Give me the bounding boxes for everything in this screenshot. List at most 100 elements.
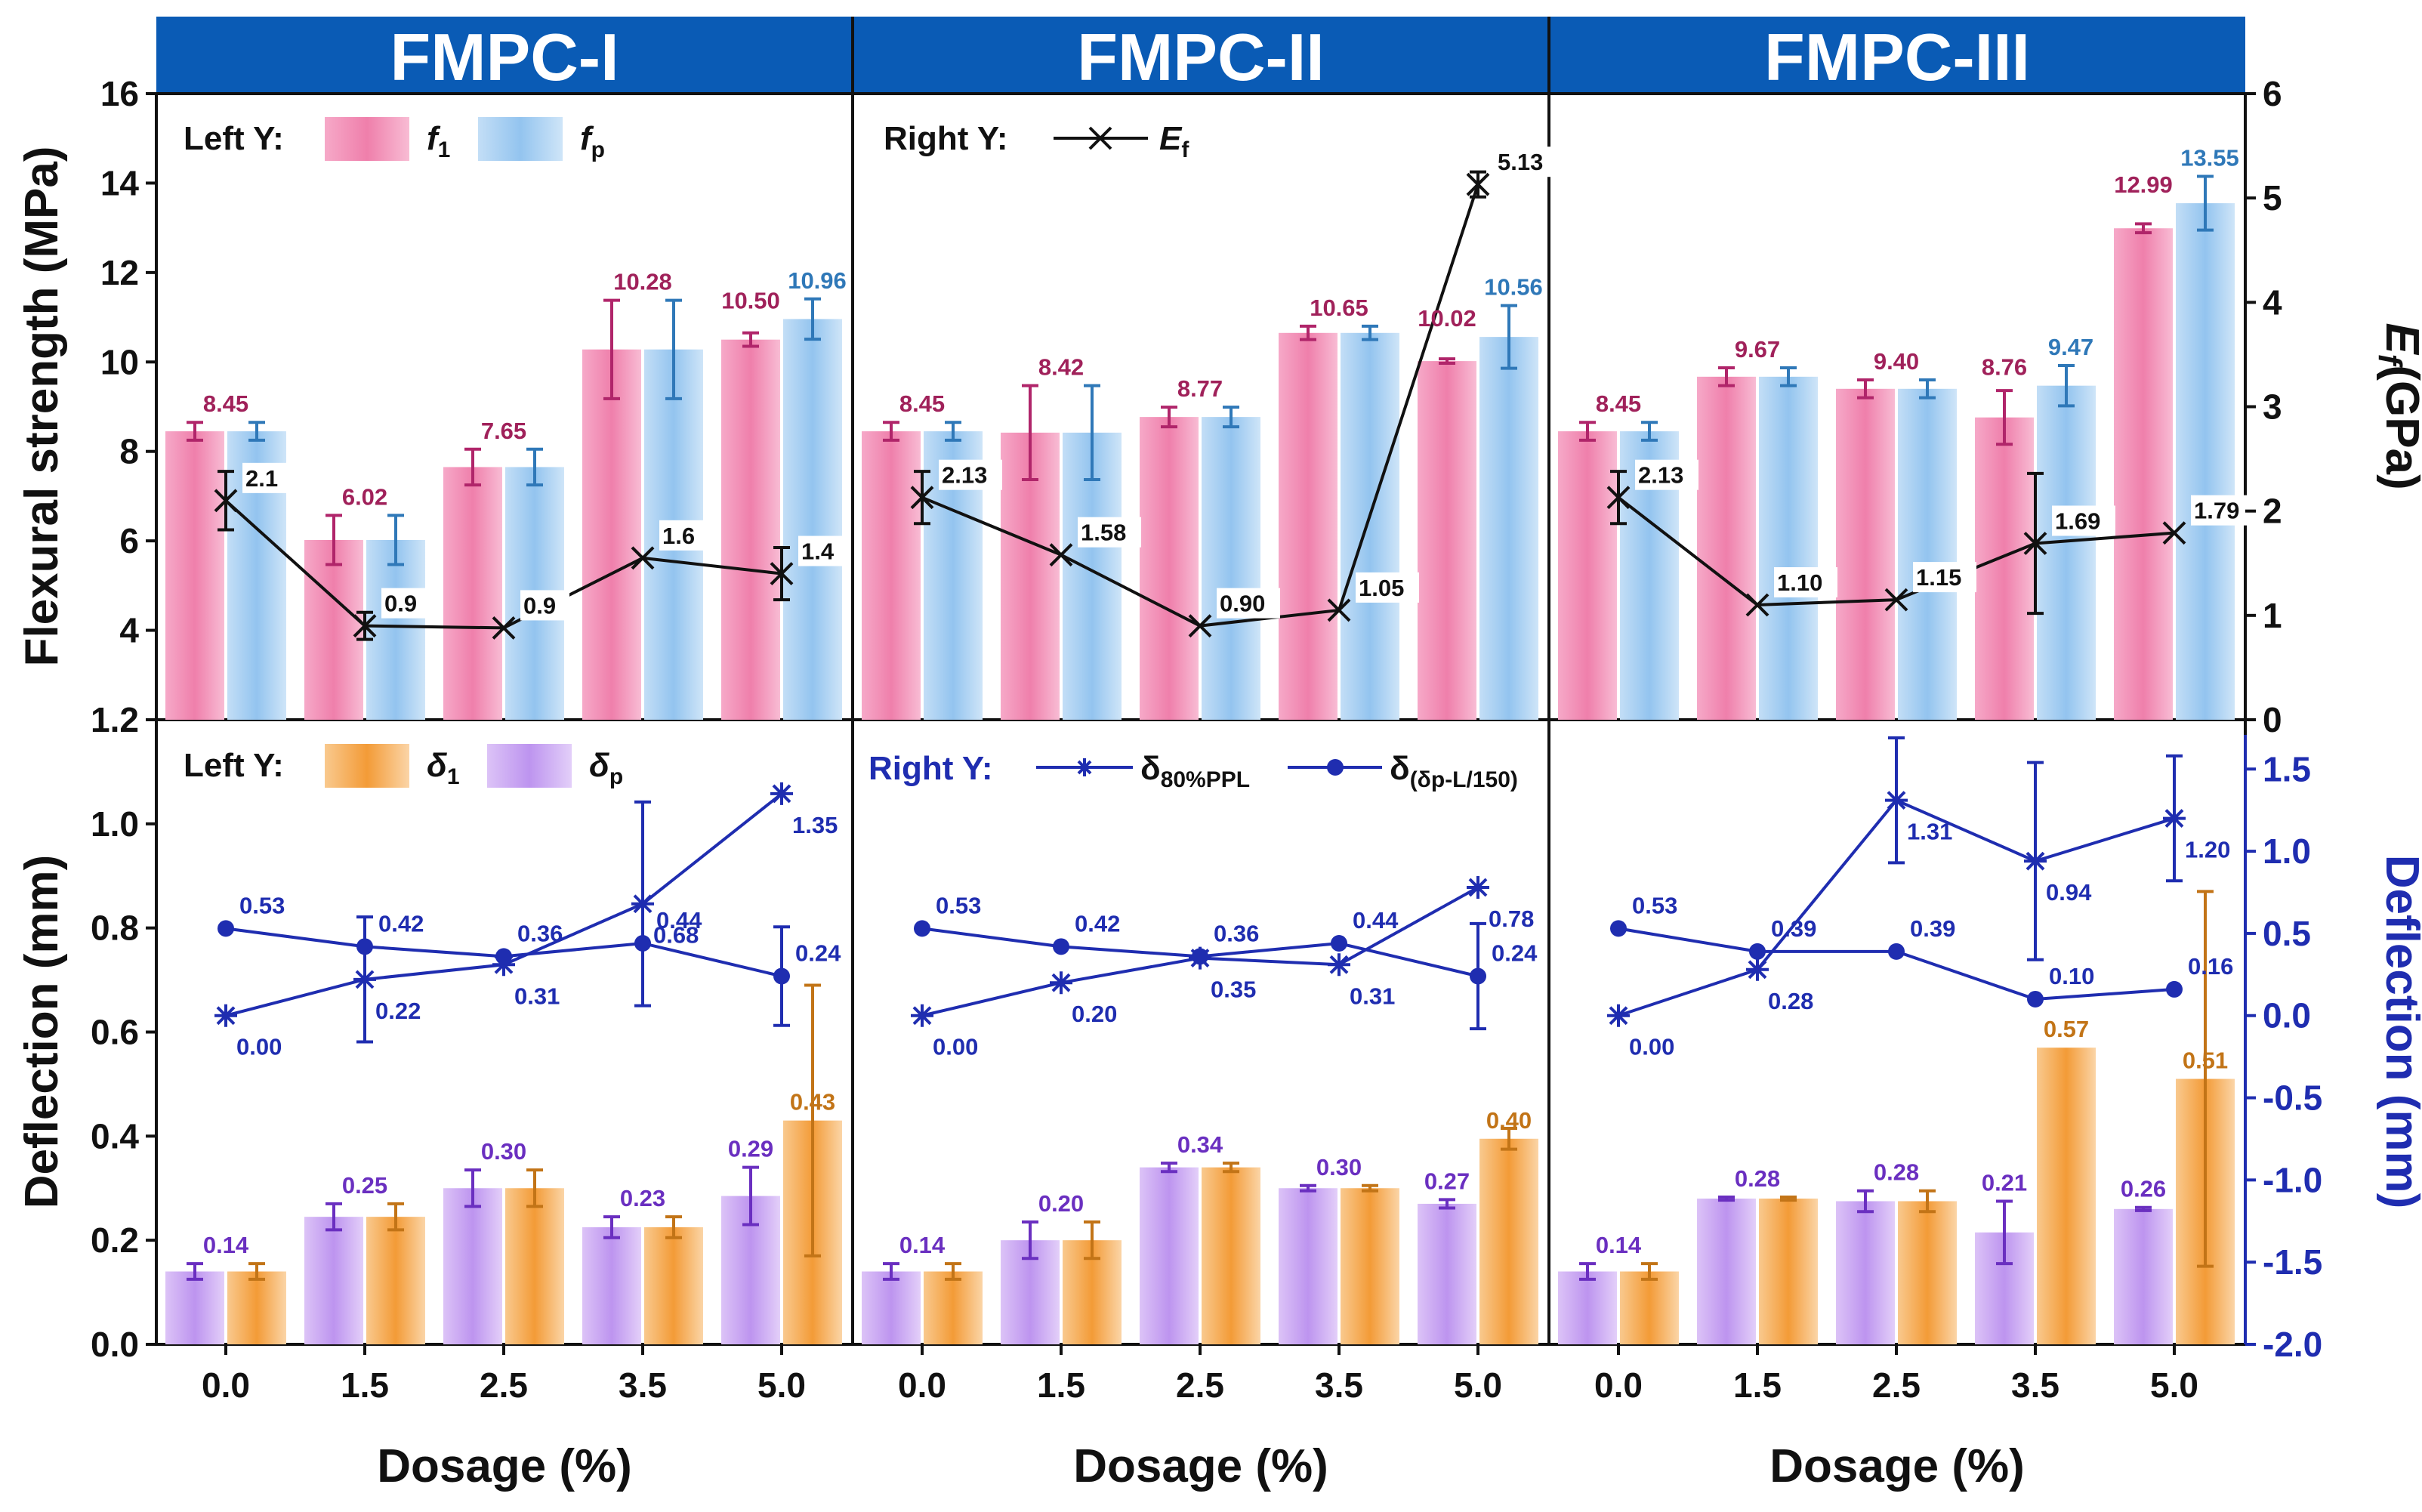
ticklabel-bottom-left-0: 0.0	[91, 1325, 139, 1364]
ticklabel-top-left-7: 16	[100, 74, 139, 113]
bar-f1-p2-3	[1279, 332, 1337, 721]
top-right-y-title-sub: f	[2371, 354, 2408, 369]
err-fp-p2-0	[945, 421, 961, 442]
top-right-y-title-e: E	[2376, 322, 2422, 355]
bar-f1-p2-4	[1418, 361, 1476, 720]
legend-f1-label: f1	[427, 120, 450, 162]
xticklabel-p3-4: 5.0	[2150, 1365, 2198, 1405]
bar-dp-p3-0	[1558, 1271, 1617, 1344]
label-s80-p2-2: 0.35	[1211, 977, 1256, 1003]
bar-f1-p2-0	[862, 431, 921, 720]
label-d1-p3-3: 0.57	[2044, 1016, 2089, 1042]
legend-d1-swatch	[325, 744, 409, 788]
err-d1-p1-2	[526, 1168, 543, 1208]
legend-fp-sub: p	[591, 137, 605, 162]
s80-marker-p1-4	[770, 782, 793, 805]
label-sdp-p1-1: 0.42	[378, 910, 424, 937]
ticklabel-top-right-6: 6	[2263, 74, 2282, 113]
legend-s80-sub: 80%PPL	[1161, 767, 1250, 792]
sdp-marker-p1-3	[634, 934, 651, 952]
err-dp-p1-3	[603, 1215, 620, 1239]
label-dp-p3-0: 0.14	[1596, 1232, 1642, 1258]
ef-marker-p2-1	[1049, 543, 1073, 567]
label-s80-p3-2: 1.31	[1907, 819, 1952, 845]
label-ef-p2-3: 1.05	[1359, 575, 1404, 601]
sdp-marker-p3-3	[2027, 990, 2044, 1007]
label-fp-p2-4: 10.56	[1484, 274, 1543, 301]
label-dp-p1-1: 0.25	[342, 1172, 387, 1199]
bar-fp-p3-1	[1759, 376, 1818, 720]
label-s80-p2-3: 0.31	[1350, 983, 1395, 1009]
label-dp-p2-3: 0.30	[1316, 1154, 1362, 1180]
lines-layer	[214, 170, 2186, 1044]
err-f1-p2-4	[1439, 357, 1455, 366]
err-fp-p3-4	[2197, 174, 2214, 232]
label-f1-p1-3: 10.28	[613, 269, 672, 295]
ticklabel-bottom-left-3: 0.6	[91, 1013, 139, 1052]
label-ef-p2-1: 1.58	[1081, 520, 1126, 546]
bar-dp-p1-0	[165, 1271, 224, 1344]
label-f1-p3-1: 9.67	[1735, 336, 1780, 363]
sdp-marker-p2-3	[1331, 934, 1347, 952]
label-dp-p2-4: 0.27	[1424, 1168, 1470, 1194]
label-ef-p1-4: 1.4	[801, 538, 835, 565]
legend-f1-swatch	[325, 117, 409, 161]
label-s80-p2-4: 0.78	[1489, 906, 1534, 932]
s80-marker-p1-3	[631, 892, 654, 915]
bar-f1-p3-1	[1697, 376, 1756, 720]
ticklabel-top-left-1: 4	[119, 611, 139, 650]
sdp-marker-p1-1	[356, 938, 373, 955]
ef-label-bg-p2-3	[1356, 572, 1419, 603]
label-dp-p3-2: 0.28	[1874, 1159, 1919, 1186]
err-d1-p2-4	[1501, 1127, 1517, 1151]
err-dp-p2-2	[1161, 1162, 1177, 1174]
label-fp-p3-3: 9.47	[2048, 334, 2093, 360]
err-f1-p1-2	[464, 447, 481, 487]
legend-d1-sub: 1	[447, 764, 460, 789]
label-f1-p3-4: 12.99	[2114, 171, 2173, 198]
s80-marker-p1-1	[353, 967, 376, 991]
legend-top-right: Right Y: Ef	[884, 120, 1189, 162]
bar-d1-p2-4	[1479, 1138, 1538, 1344]
ef-marker-p3-3	[2023, 532, 2047, 555]
legend-top-left: Left Y: f1 fp	[184, 117, 605, 162]
err-fp-p3-1	[1780, 366, 1797, 387]
bar-d1-p1-0	[227, 1271, 286, 1344]
label-f1-p2-0: 8.45	[899, 390, 945, 417]
ef-marker-p1-1	[353, 614, 377, 638]
bottom-left-y-title: Deflection (mm)	[16, 855, 68, 1208]
ticklabel-bottom-right-7: 1.5	[2263, 749, 2311, 788]
err-d1-p3-0	[1641, 1262, 1658, 1281]
err-fp-p1-0	[248, 421, 265, 442]
sdp-marker-p2-2	[1192, 948, 1208, 965]
err-dp-p3-3	[1996, 1199, 2013, 1266]
label-s80-p1-3: 0.68	[653, 922, 699, 949]
label-fp-p1-4: 10.96	[788, 267, 847, 294]
bar-fp-p3-4	[2176, 203, 2235, 720]
ef-label-bg-p3-2	[1913, 562, 1976, 593]
err-d1-p2-3	[1362, 1183, 1378, 1193]
header-bar-3	[1549, 17, 2245, 94]
label-dp-p1-2: 0.30	[481, 1138, 526, 1165]
bar-fp-p2-4	[1479, 337, 1538, 720]
ticklabel-bottom-right-2: -1.0	[2263, 1160, 2322, 1199]
ticklabel-top-right-5: 5	[2263, 178, 2282, 218]
legend-s80-marker	[1075, 758, 1094, 776]
label-s80-p1-2: 0.31	[514, 983, 560, 1009]
err-d1-p3-4	[2197, 890, 2214, 1268]
err-dp-p2-0	[883, 1262, 899, 1281]
bar-f1-p1-0	[165, 431, 224, 720]
err-dp-p1-4	[742, 1165, 759, 1227]
err-fp-p2-1	[1084, 384, 1100, 482]
err-f1-p3-2	[1857, 378, 1874, 400]
bar-f1-p3-3	[1975, 417, 2034, 720]
err-fp-p1-3	[665, 298, 682, 400]
xticklabel-p3-3: 3.5	[2011, 1365, 2059, 1405]
err-dp-p1-0	[187, 1262, 203, 1281]
label-ef-p2-4: 5.13	[1498, 149, 1543, 175]
legend-ef-symbol: E	[1159, 120, 1183, 157]
label-ef-p1-3: 1.6	[662, 523, 695, 549]
legend-f1-sub: 1	[438, 137, 451, 162]
err-fp-p1-2	[526, 447, 543, 487]
